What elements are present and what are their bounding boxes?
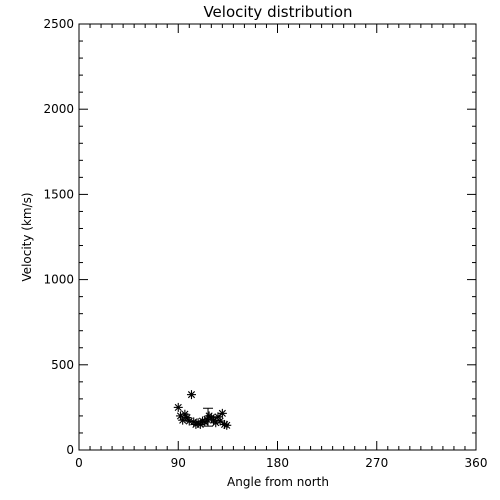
data-point (222, 420, 232, 430)
y-tick-label: 2500 (43, 17, 74, 31)
y-tick-label: 2000 (43, 102, 74, 116)
x-axis-label: Angle from north (227, 475, 329, 489)
axis-ticks (78, 23, 477, 451)
data-point (173, 402, 183, 412)
plot-frame (78, 23, 477, 451)
data-point (217, 408, 227, 418)
x-tick-label: 180 (266, 456, 289, 470)
chart-title: Velocity distribution (203, 3, 352, 21)
y-tick-label: 1000 (43, 273, 74, 287)
x-tick-label: 90 (171, 456, 186, 470)
y-tick-label: 0 (66, 443, 74, 457)
y-tick-label: 500 (51, 358, 74, 372)
data-point (186, 390, 196, 400)
data-points (173, 390, 232, 430)
x-tick-label: 360 (465, 456, 488, 470)
y-axis-label: Velocity (km/s) (20, 192, 34, 281)
error-bar (203, 407, 214, 427)
x-tick-label: 270 (365, 456, 388, 470)
x-tick-label: 0 (75, 456, 83, 470)
y-tick-label: 1500 (43, 187, 74, 201)
tick-labels: 0 90 180 270 360 0 500 1000 1500 2000 2500 (43, 17, 487, 470)
